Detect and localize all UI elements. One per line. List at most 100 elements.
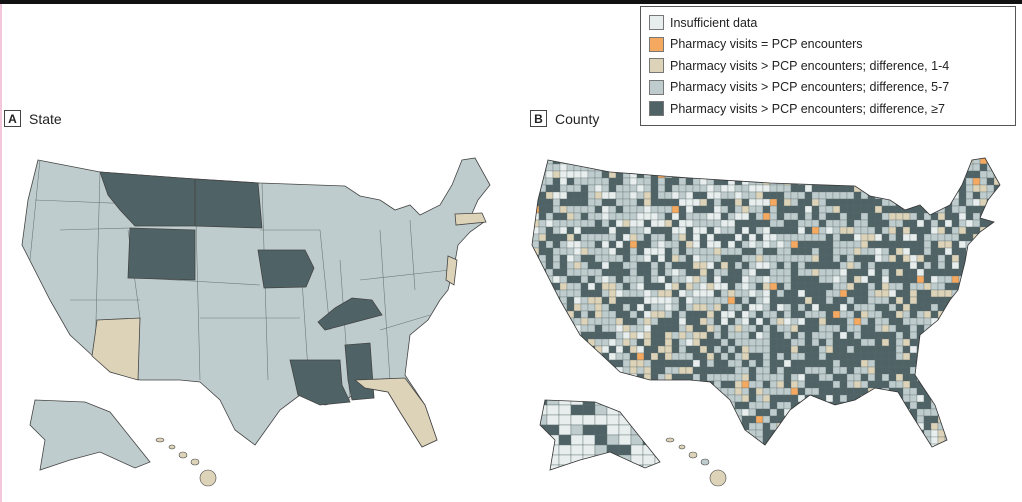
county-cell [762, 394, 771, 403]
county-cell [672, 150, 679, 157]
county-cell [587, 205, 596, 214]
county-cell [776, 170, 785, 179]
county-cell [874, 436, 883, 445]
county-cell [993, 170, 1000, 179]
county-cell [748, 170, 757, 179]
county-cell [797, 233, 806, 242]
county-cell [972, 158, 981, 165]
county-cell [881, 289, 890, 298]
county-cell [958, 324, 967, 333]
county-cell [818, 359, 827, 368]
county-cell [678, 289, 687, 298]
county-cell [532, 282, 540, 291]
county-cell [909, 177, 918, 186]
county-cell [606, 464, 620, 470]
county-cell [532, 184, 540, 193]
county-cell [776, 331, 785, 340]
county-cell [664, 219, 673, 228]
county-cell [860, 240, 869, 249]
county-cell [776, 282, 785, 291]
county-cell [790, 282, 799, 291]
county-cell [748, 296, 757, 305]
county-cell [1001, 171, 1008, 178]
county-cell [930, 429, 939, 438]
county-cell [951, 324, 960, 333]
county-cell [552, 366, 561, 375]
county-cell [979, 310, 988, 319]
county-cell [811, 268, 820, 277]
county-cell [755, 422, 764, 431]
county-cell [797, 205, 806, 214]
state-wyoming [127, 227, 196, 281]
county-cell [790, 233, 799, 242]
county-cell [895, 184, 904, 193]
county-cell [860, 366, 869, 375]
county-cell [692, 205, 701, 214]
county-cell [622, 387, 631, 396]
county-cell [762, 184, 771, 193]
county-cell [839, 191, 848, 200]
county-cell [629, 226, 638, 235]
county-cell [979, 443, 988, 447]
county-cell [958, 247, 967, 256]
county-cell [525, 150, 532, 157]
county-cell [923, 443, 932, 447]
county-cell [615, 233, 624, 242]
county-cell [713, 401, 722, 410]
county-cell [720, 177, 729, 186]
county-cell [874, 240, 883, 249]
county-cell [909, 422, 918, 431]
county-cell [825, 394, 834, 403]
county-cell [839, 212, 848, 221]
county-cell [762, 296, 771, 305]
county-cell [594, 289, 603, 298]
county-cell [790, 338, 799, 347]
county-cell [636, 233, 645, 242]
county-cell [776, 310, 785, 319]
county-cell [545, 261, 554, 270]
county-cell [643, 184, 652, 193]
county-cell [727, 303, 736, 312]
county-cell [944, 401, 953, 410]
county-cell [734, 401, 743, 410]
county-cell [867, 177, 876, 186]
county-cell [909, 401, 918, 410]
county-cell [608, 324, 617, 333]
county-cell [867, 436, 876, 445]
county-cell [776, 436, 785, 445]
county-map [525, 150, 1008, 487]
county-cell [790, 387, 799, 396]
county-cell [692, 289, 701, 298]
county-cell [615, 198, 624, 207]
county-cell [776, 268, 785, 277]
county-cell [734, 394, 743, 403]
county-cell [902, 268, 911, 277]
county-cell [930, 219, 939, 228]
county-cell [944, 198, 953, 207]
county-cell [762, 247, 771, 256]
county-cell [706, 359, 715, 368]
county-cell [749, 150, 756, 157]
county-cell [825, 387, 834, 396]
county-cell [881, 261, 890, 270]
county-cell [818, 429, 827, 438]
county-cell [867, 275, 876, 284]
county-cell [818, 415, 827, 424]
county-cell [559, 240, 568, 249]
county-cell [895, 317, 904, 326]
county-cell [664, 422, 673, 431]
county-cell [720, 275, 729, 284]
county-cell [587, 296, 596, 305]
county-cell [979, 289, 988, 298]
county-cell [587, 170, 596, 179]
county-cell [972, 415, 981, 424]
county-cell [538, 373, 547, 382]
county-cell [755, 443, 764, 447]
county-cell [902, 198, 911, 207]
county-cell [713, 158, 722, 165]
county-cell [867, 282, 876, 291]
county-cell [867, 310, 876, 319]
county-cell [993, 219, 1000, 228]
county-cell [832, 247, 841, 256]
